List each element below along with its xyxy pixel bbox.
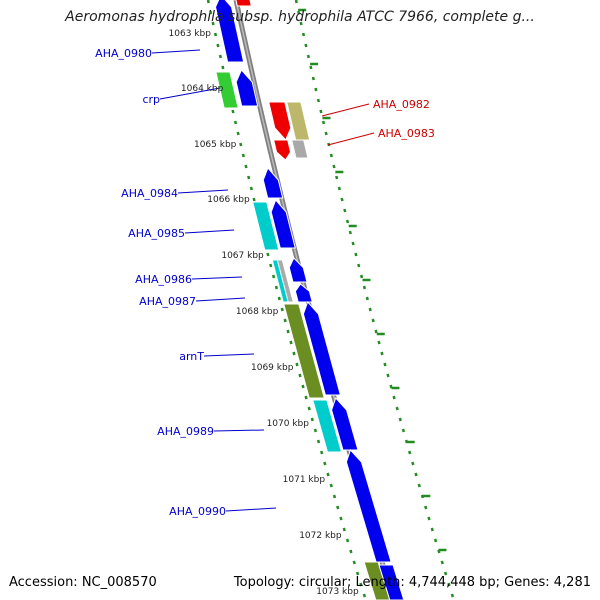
gene-label: AHA_0989: [157, 425, 214, 438]
kbp-tick-label: 1067 kbp: [221, 251, 264, 261]
kbp-tick-label: 1065 kbp: [194, 140, 237, 150]
kbp-tick-label: 1064 kbp: [181, 84, 224, 94]
gene-block: [215, 71, 239, 109]
gene-label: AHA_0980: [95, 47, 152, 60]
labels: 1063 kbp 1064 kbp 1065 kbp 1066 kbp 1067 kbp…: [95, 29, 435, 597]
gene-block: [378, 564, 405, 600]
gene-block: [262, 167, 284, 199]
gene-block: [235, 69, 259, 107]
label-leader: [195, 297, 246, 302]
kbp-tick-label: 1069 kbp: [251, 363, 294, 373]
gene-label: arnT: [179, 350, 204, 363]
gene-block: [270, 199, 296, 249]
gene-block: [268, 101, 292, 141]
label-leader: [159, 87, 221, 100]
label-leader: [213, 429, 265, 432]
label-leader: [327, 132, 375, 146]
gene-label: crp: [142, 93, 160, 106]
gene-block: [283, 303, 325, 399]
gene-block: [312, 399, 343, 453]
label-leader: [177, 189, 229, 194]
gene-label: AHA_0982: [373, 98, 430, 111]
gene-block: [291, 139, 309, 159]
gene-label: AHA_0987: [139, 295, 196, 308]
gene-block: [363, 561, 391, 600]
accession-text: Accession: NC_008570: [9, 575, 157, 590]
gene-block: [252, 201, 280, 251]
label-leader: [225, 507, 277, 512]
gene-block: [235, 0, 252, 7]
kbp-tick-label: 1063 kbp: [169, 29, 212, 39]
gene-features: [214, 0, 405, 600]
gene-block: [273, 139, 292, 161]
label-callouts: [151, 49, 375, 512]
kbp-tick-label: 1072 kbp: [299, 531, 342, 541]
gene-block: [302, 301, 342, 396]
gene-label: AHA_0990: [169, 505, 226, 518]
kbp-tick-label: 1068 kbp: [236, 307, 279, 317]
kbp-tick-label: 1073 kbp: [316, 587, 359, 597]
kbp-tick-label: 1066 kbp: [207, 195, 250, 205]
gene-label: AHA_0986: [135, 273, 192, 286]
kbp-tick-label: 1071 kbp: [283, 475, 326, 485]
topology-text: Topology: circular; Length: 4,744,448 bp…: [233, 575, 591, 590]
gene-block: [331, 397, 359, 451]
kbp-tick-label: 1070 kbp: [267, 419, 310, 429]
label-leader: [203, 353, 255, 357]
gene-label: AHA_0983: [378, 127, 435, 140]
label-leader: [321, 103, 370, 117]
gene-block: [288, 257, 308, 283]
gene-block: [276, 259, 294, 303]
gene-block: [214, 0, 245, 63]
gene-label: AHA_0985: [128, 227, 185, 240]
map-title: Aeromonas hydrophila subsp. hydrophila A…: [65, 9, 535, 25]
label-leader: [191, 276, 243, 280]
label-leader: [184, 229, 235, 234]
gene-block: [345, 449, 392, 563]
gene-block: [286, 101, 311, 141]
gene-block: [294, 283, 313, 303]
label-leader: [151, 49, 201, 54]
gene-label: AHA_0984: [121, 187, 178, 200]
